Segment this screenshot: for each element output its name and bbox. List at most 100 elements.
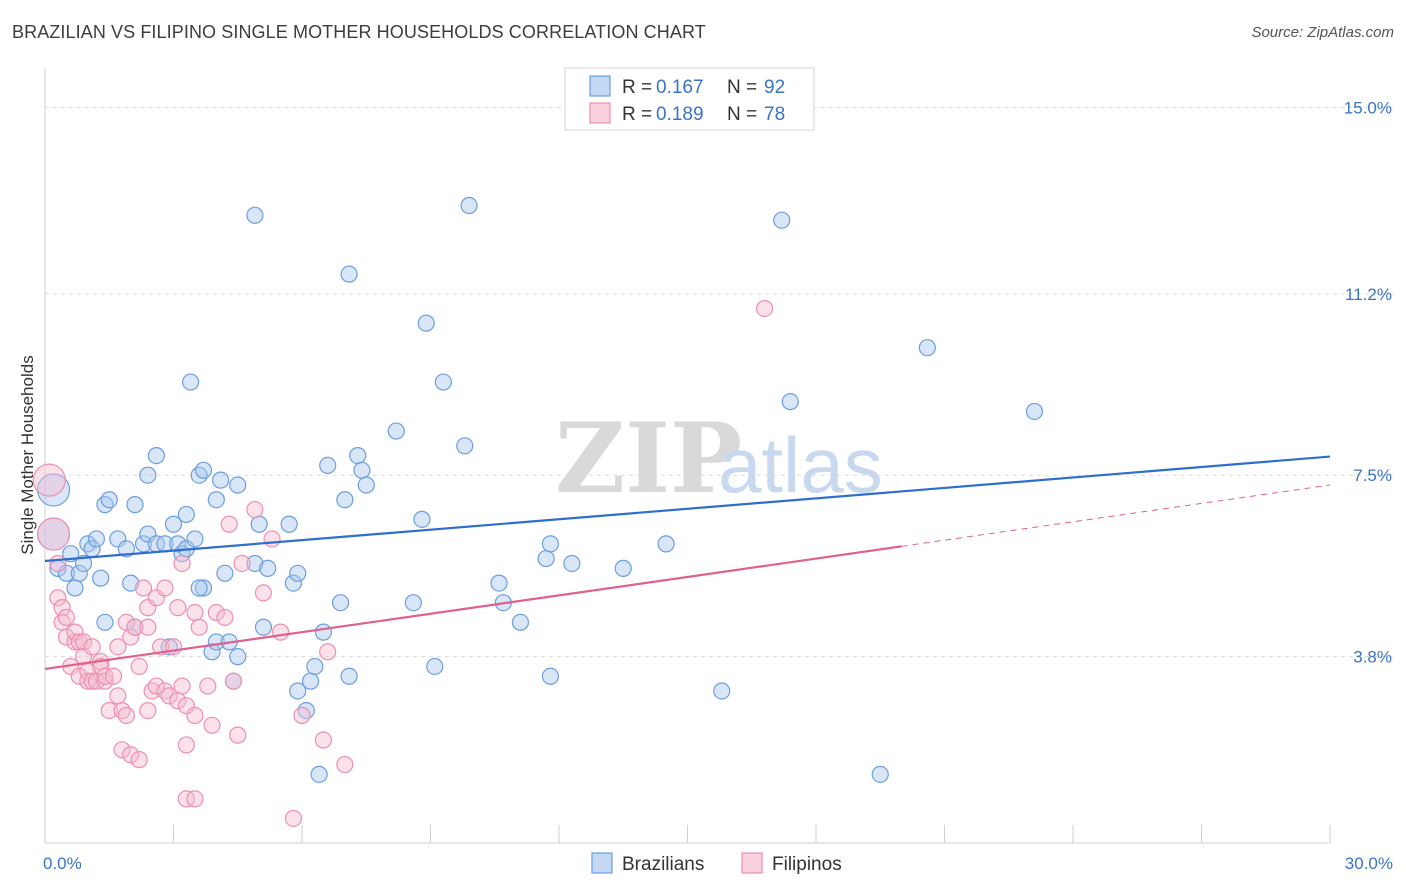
brazilians-point-22 (139, 525, 157, 543)
filipinos-point-50 (169, 599, 187, 617)
brazilians-point-59 (314, 623, 333, 641)
filipinos-point-1 (36, 517, 71, 551)
brazilians-point-90 (1025, 402, 1044, 421)
brazilians-point-10 (87, 530, 106, 548)
brazilians-point-53 (289, 564, 307, 582)
filipinos-point-56 (186, 790, 204, 808)
filipinos-point-27 (109, 638, 127, 656)
brazilians-point-50 (259, 559, 277, 577)
brazilians-point-74 (456, 437, 474, 455)
filipinos-point-35 (130, 751, 148, 769)
filipinos-point-75 (319, 643, 337, 661)
filipinos-point-18 (83, 638, 101, 656)
brazilians-point-61 (331, 594, 350, 612)
filipinos-point-52 (173, 677, 191, 695)
series-brazilians (36, 196, 1044, 783)
axes (44, 68, 1331, 844)
trend-line-filipinos-extension (901, 484, 1331, 547)
legend-r-label-0: R = (622, 77, 652, 98)
filipinos-point-57 (186, 603, 204, 622)
brazilians-point-76 (490, 574, 508, 592)
filipinos-point-39 (139, 618, 157, 636)
brazilians-point-87 (781, 393, 799, 411)
bottom-legend-swatch-0 (591, 852, 613, 874)
brazilians-point-81 (541, 667, 560, 685)
legend-r-label-1: R = (622, 104, 652, 125)
filipinos-point-37 (134, 579, 153, 597)
filipinos-point-43 (147, 677, 165, 695)
brazilians-point-71 (417, 314, 435, 332)
source-label: Source: ZipAtlas.com (1251, 24, 1394, 41)
filipinos-point-31 (117, 706, 135, 725)
filipinos-point-54 (177, 736, 195, 754)
brazilians-point-56 (301, 672, 320, 690)
brazilians-point-41 (216, 564, 234, 582)
filipinos-point-70 (263, 530, 281, 548)
filipinos-point-25 (104, 667, 123, 685)
filipinos-point-0 (32, 463, 66, 497)
brazilians-point-75 (460, 196, 478, 215)
brazilians-point-45 (229, 648, 247, 666)
filipinos-point-47 (160, 687, 178, 705)
brazilians-point-32 (186, 530, 204, 548)
brazilians-point-68 (387, 422, 405, 440)
filipinos-point-40 (139, 701, 157, 720)
brazilians-point-58 (310, 765, 328, 783)
filipinos-point-33 (122, 628, 140, 646)
filipinos-point-63 (216, 608, 234, 627)
filipinos-point-59 (190, 618, 208, 636)
brazilians-point-3 (57, 564, 76, 582)
filipinos-point-6 (57, 608, 76, 627)
filipinos-point-53 (177, 697, 195, 715)
brazilians-point-80 (541, 535, 560, 553)
legend-n-label-0: N = (727, 77, 757, 98)
brazilians-point-0 (36, 473, 71, 507)
brazilians-point-70 (413, 510, 431, 528)
brazilians-point-17 (122, 574, 140, 592)
brazilians-point-60 (319, 456, 337, 475)
brazilians-point-57 (306, 657, 324, 676)
brazilians-point-7 (74, 554, 93, 573)
axis-labels: 3.8% 7.5% 11.2% 15.0% 0.0% 30.0% Single Mother… (18, 98, 1393, 873)
filipinos-point-26 (109, 687, 127, 705)
brazilians-point-67 (357, 476, 375, 494)
brazilians-point-63 (340, 265, 358, 283)
filipinos-point-69 (254, 584, 273, 602)
y-tick-label-0: 3.8% (1353, 648, 1392, 667)
legend-n-value-1: 78 (764, 104, 785, 125)
brazilians-point-83 (614, 559, 632, 577)
brazilians-point-16 (117, 540, 135, 558)
filipinos-point-10 (66, 623, 84, 641)
brazilians-point-47 (246, 554, 264, 573)
filipinos-point-51 (173, 554, 191, 573)
legend-swatch-0 (589, 75, 611, 97)
brazilians-point-5 (66, 579, 84, 597)
brazilians-point-52 (284, 574, 303, 592)
brazilians-point-88 (871, 765, 889, 783)
brazilians-point-62 (336, 491, 354, 509)
filipinos-point-29 (113, 741, 131, 759)
brazilians-point-6 (70, 564, 88, 582)
filipinos-point-66 (229, 726, 247, 744)
brazilians-point-19 (126, 496, 144, 514)
brazilians-point-48 (250, 515, 268, 533)
legend-r-value-0: 0.167 (656, 77, 704, 98)
filipinos-point-34 (126, 618, 144, 636)
brazilians-point-89 (918, 339, 936, 357)
y-tick-label-2: 11.2% (1345, 285, 1392, 304)
filipinos-point-67 (233, 554, 251, 573)
brazilians-point-12 (96, 613, 114, 631)
brazilians-point-69 (404, 594, 422, 612)
brazilians-point-39 (207, 491, 225, 509)
gridlines (45, 106, 1395, 658)
brazilians-point-14 (100, 491, 118, 509)
brazilians-point-51 (280, 515, 298, 533)
filipinos-point-12 (70, 667, 88, 685)
filipinos-point-4 (53, 599, 71, 617)
filipinos-point-22 (96, 672, 114, 690)
brazilians-point-33 (182, 373, 200, 391)
filipinos-point-73 (293, 706, 311, 725)
legend-n-label-1: N = (727, 104, 757, 125)
brazilians-point-24 (147, 446, 165, 465)
filipinos-point-38 (139, 599, 157, 617)
